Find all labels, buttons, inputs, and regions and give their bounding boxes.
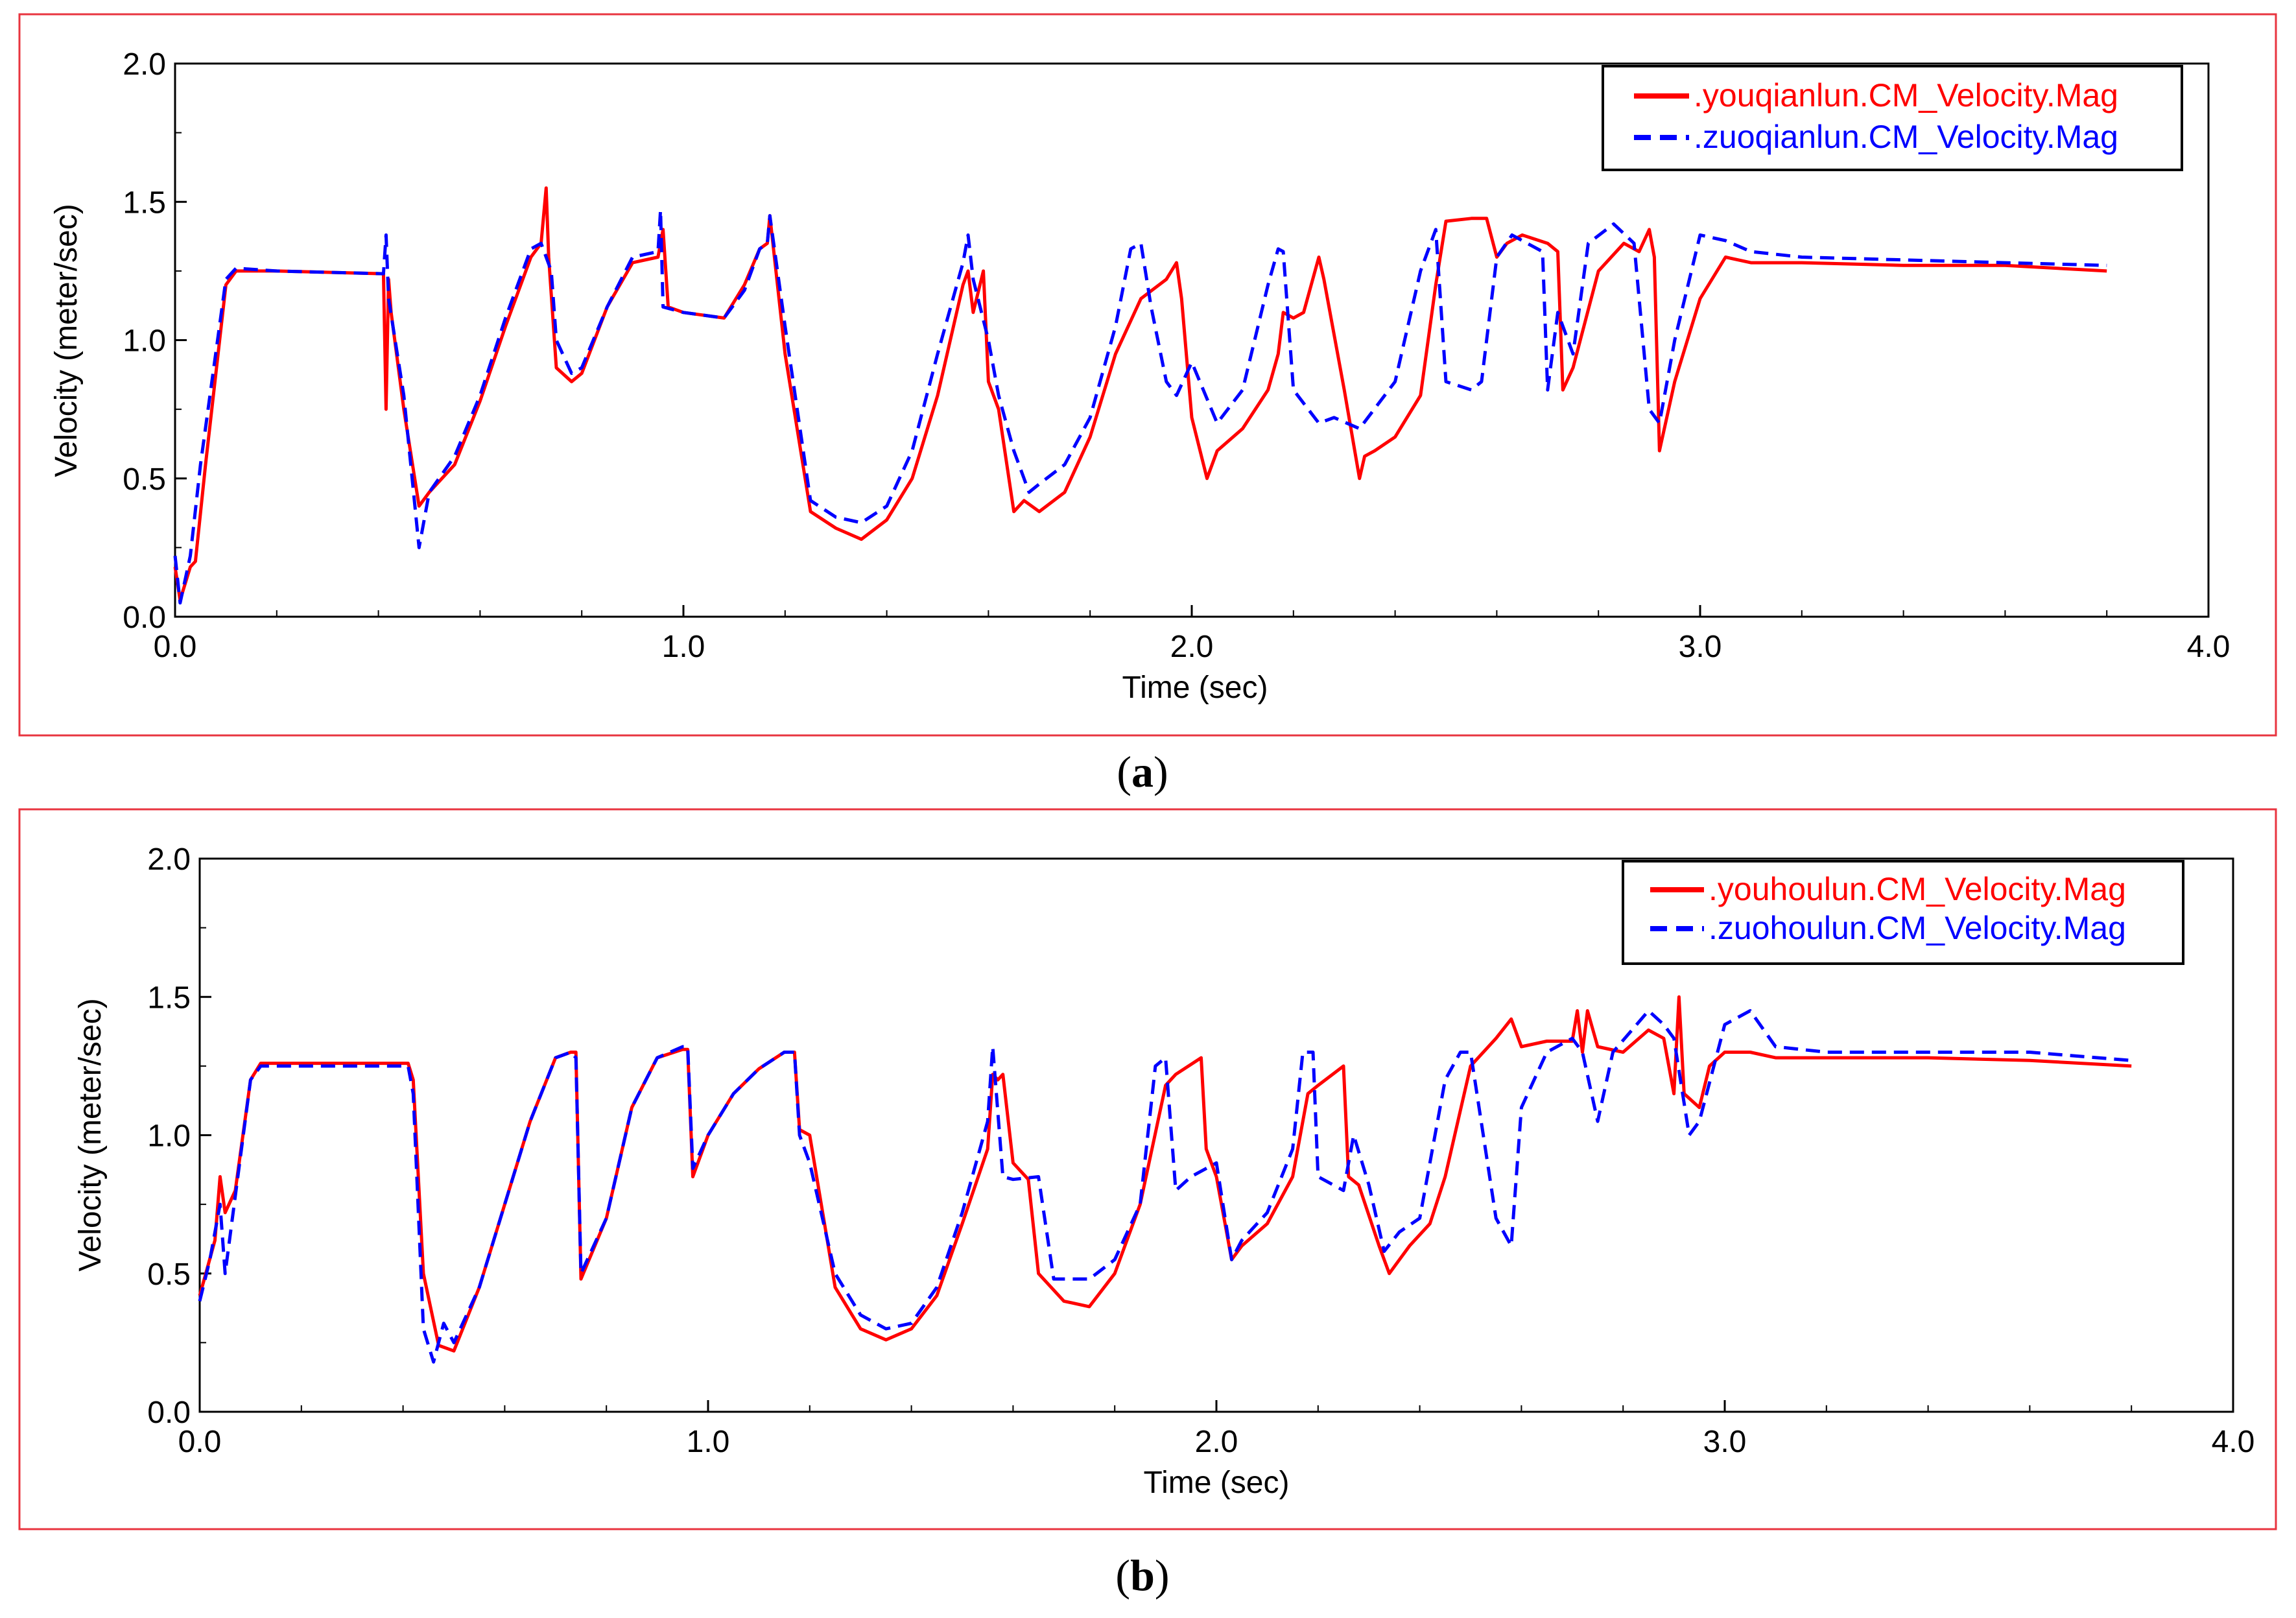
series-layer bbox=[173, 186, 2107, 605]
chart-panel-b: 0.0 0.5 1.0 1.5 2.0 0.0 1.0 2.0 3.0 4.0 Time (se… bbox=[18, 808, 2277, 1530]
x-axis-label: Time (sec) bbox=[1122, 671, 1268, 705]
legend-entry-dashed: .zuoqianlun.CM_Velocity.Mag bbox=[1694, 119, 2118, 155]
y-tick-label: 2.0 bbox=[147, 842, 191, 877]
series-line-dashed bbox=[198, 1009, 2132, 1364]
legend-entry-solid: .youqianlun.CM_Velocity.Mag bbox=[1694, 77, 2118, 113]
y-tick-label: 1.5 bbox=[147, 981, 191, 1015]
x-axis-ticks: 0.0 1.0 2.0 3.0 4.0 bbox=[154, 605, 2231, 664]
caption-a: (a) bbox=[1117, 747, 1168, 796]
x-tick-label: 3.0 bbox=[1703, 1425, 1747, 1459]
caption-b: (b) bbox=[1115, 1551, 1169, 1600]
x-tick-label: 1.0 bbox=[662, 630, 705, 664]
y-tick-label: 1.5 bbox=[123, 185, 166, 220]
chart-panel-a: 0.0 0.5 1.0 1.5 2.0 0.0 1.0 2.0 3.0 4.0 Time (se… bbox=[18, 13, 2277, 737]
panel-frame bbox=[18, 13, 2277, 737]
x-tick-label: 0.0 bbox=[178, 1425, 222, 1459]
legend-box bbox=[1622, 860, 2184, 965]
series-line-solid bbox=[173, 186, 2107, 602]
legend: .youqianlun.CM_Velocity.Mag .zuoqianlun.… bbox=[1602, 65, 2183, 171]
x-tick-label: 0.0 bbox=[154, 630, 197, 664]
y-tick-label: 2.0 bbox=[123, 47, 166, 82]
y-axis-ticks: 0.0 0.5 1.0 1.5 2.0 bbox=[147, 842, 211, 1430]
legend-entry-dashed: .zuohoulun.CM_Velocity.Mag bbox=[1709, 910, 2126, 946]
panel-frame bbox=[18, 808, 2277, 1530]
y-tick-label: 0.5 bbox=[147, 1257, 191, 1292]
x-tick-label: 2.0 bbox=[1170, 630, 1214, 664]
y-axis-label: Velocity (meter/sec) bbox=[49, 204, 84, 477]
x-tick-label: 2.0 bbox=[1195, 1425, 1238, 1459]
x-tick-label: 1.0 bbox=[687, 1425, 730, 1459]
legend: .youhoulun.CM_Velocity.Mag .zuohoulun.CM… bbox=[1622, 860, 2184, 965]
legend-box bbox=[1602, 65, 2183, 171]
y-axis-ticks: 0.0 0.5 1.0 1.5 2.0 bbox=[123, 47, 187, 635]
x-axis-label: Time (sec) bbox=[1144, 1466, 1290, 1500]
y-tick-label: 0.0 bbox=[123, 601, 166, 635]
series-layer bbox=[198, 995, 2132, 1364]
y-tick-label: 1.0 bbox=[147, 1119, 191, 1154]
series-line-dashed bbox=[173, 208, 2107, 605]
x-tick-label: 4.0 bbox=[2212, 1425, 2255, 1459]
y-tick-label: 0.5 bbox=[123, 462, 166, 497]
y-tick-label: 0.0 bbox=[147, 1396, 191, 1430]
x-axis-ticks: 0.0 1.0 2.0 3.0 4.0 bbox=[178, 1400, 2255, 1459]
y-tick-label: 1.0 bbox=[123, 324, 166, 359]
y-axis-label: Velocity (meter/sec) bbox=[73, 998, 108, 1271]
x-tick-label: 4.0 bbox=[2187, 630, 2231, 664]
x-tick-label: 3.0 bbox=[1679, 630, 1722, 664]
legend-entry-solid: .youhoulun.CM_Velocity.Mag bbox=[1709, 871, 2126, 907]
